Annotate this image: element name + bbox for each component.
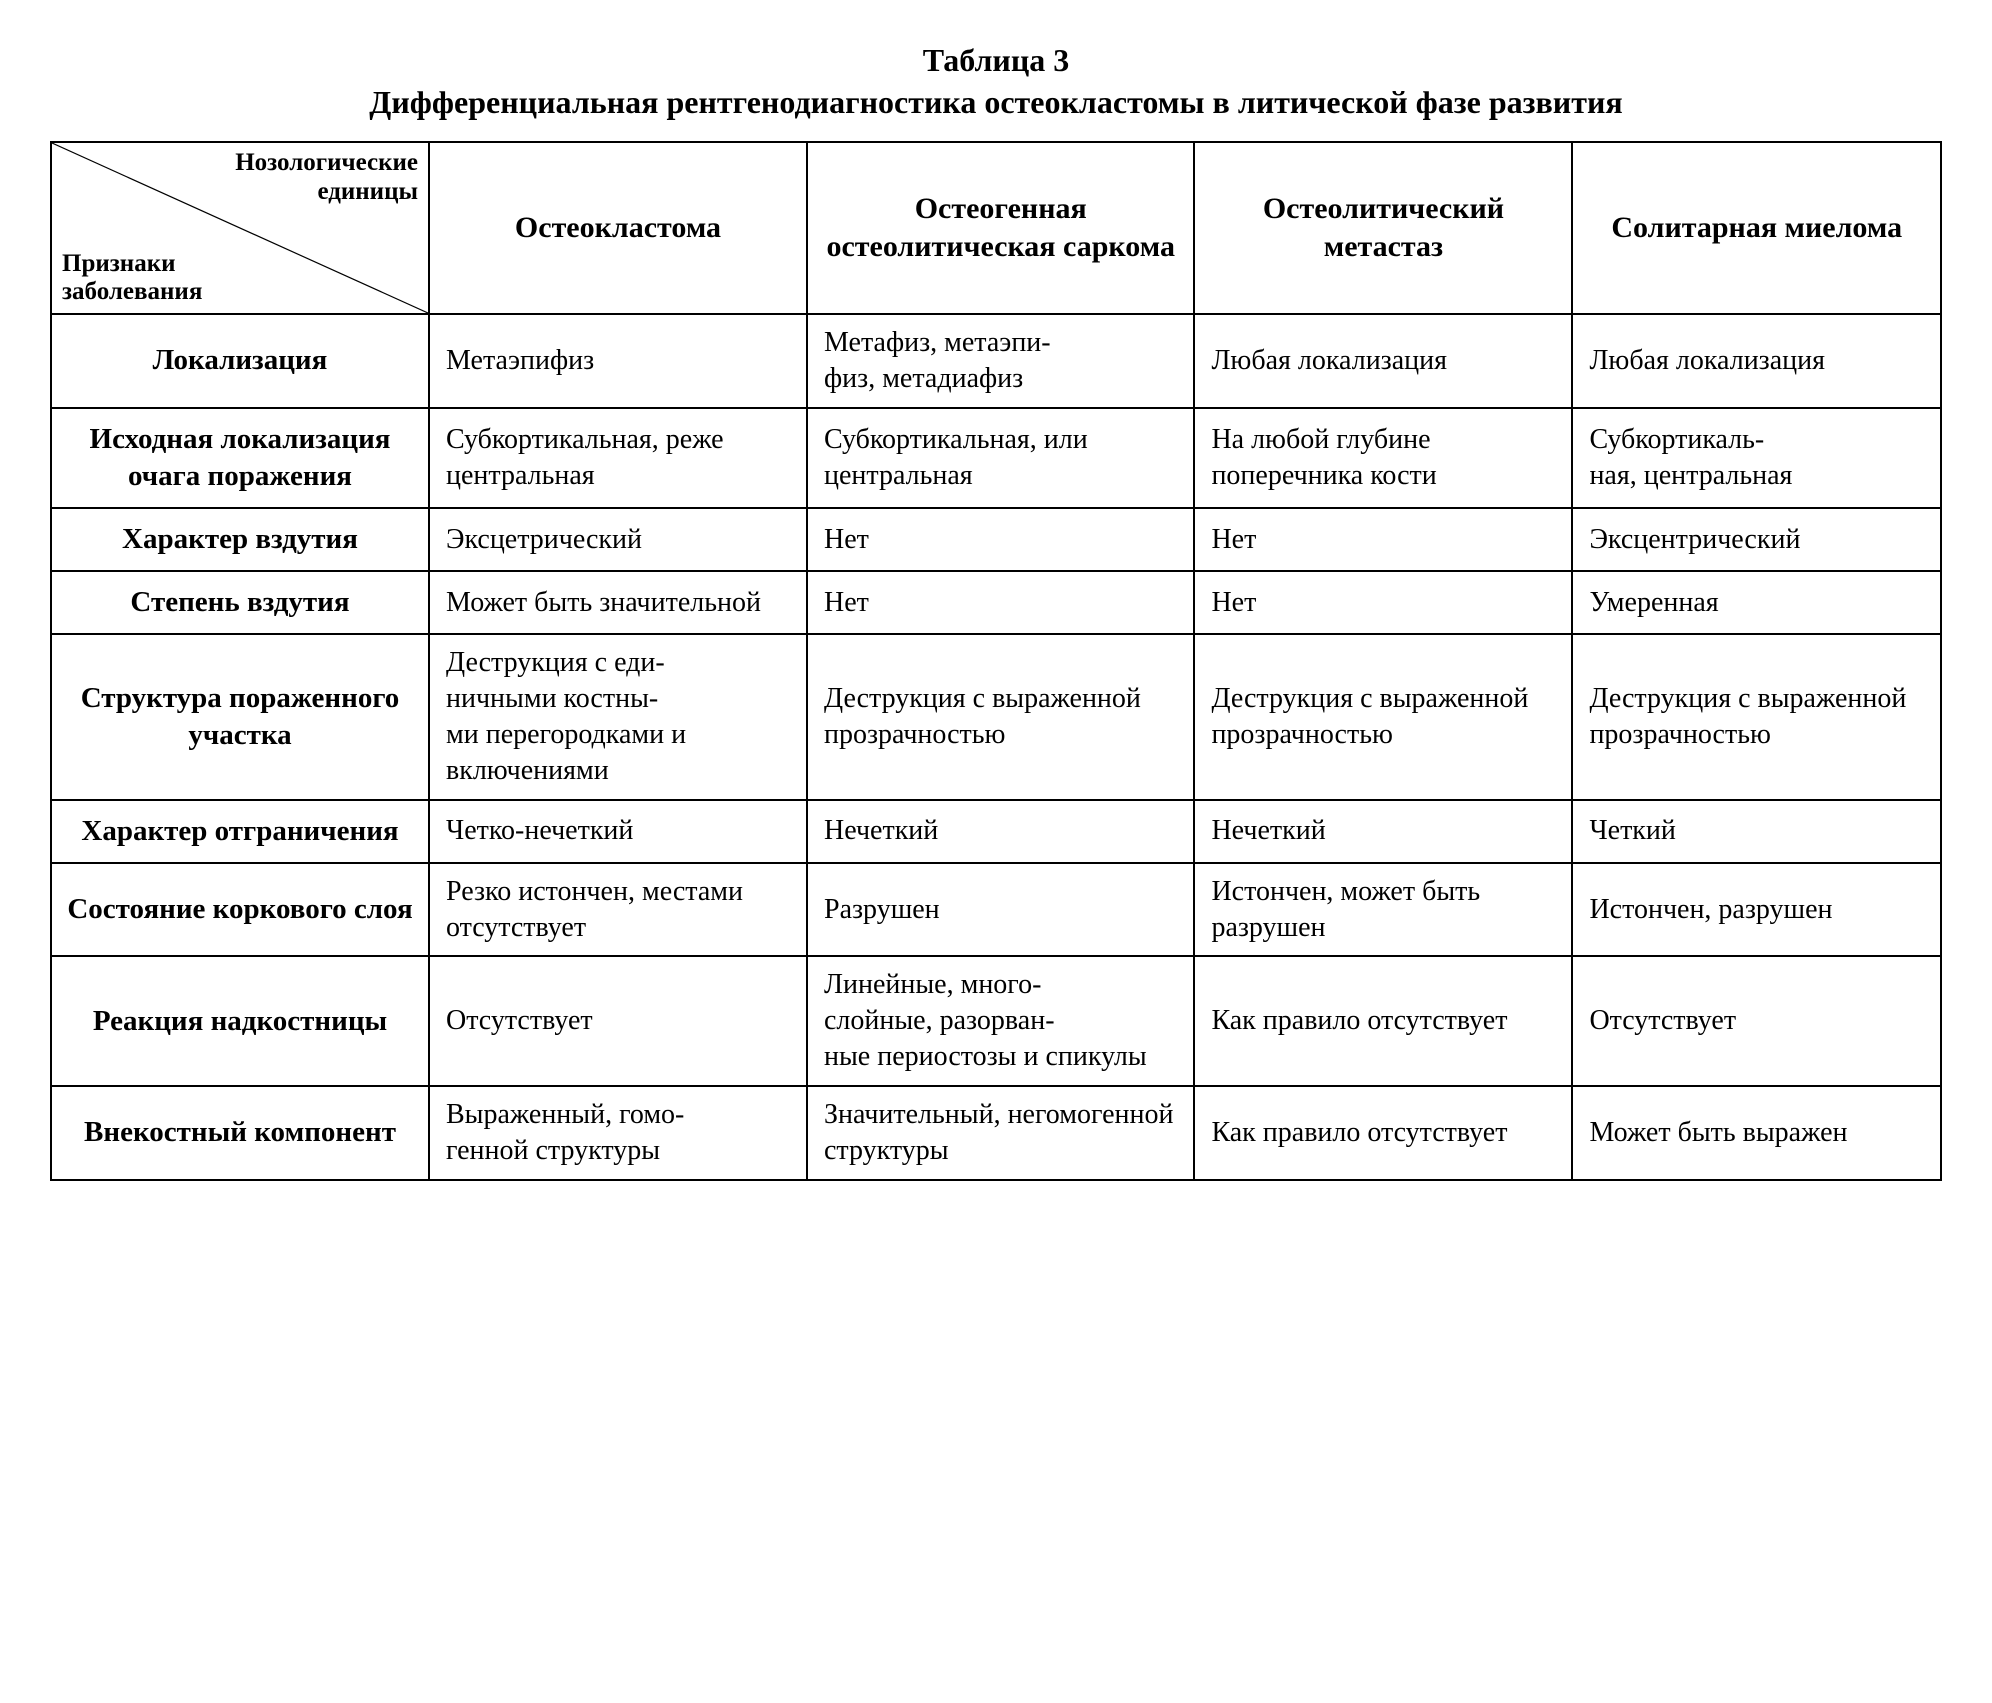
table-cell: Истончен, может быть разрушен	[1194, 863, 1572, 957]
row-header: Реакция надкостницы	[51, 956, 429, 1085]
table-number: Таблица 3	[50, 40, 1942, 82]
table-cell: Отсутствует	[1572, 956, 1941, 1085]
column-header: Остеогенная остеолитическая саркома	[807, 142, 1194, 314]
row-header: Внекостный компонент	[51, 1086, 429, 1180]
table-cell: Четкий	[1572, 800, 1941, 863]
table-caption: Дифференциальная рентгенодиагностика ост…	[50, 82, 1942, 124]
table-cell: Резко истончен, местами отсутствует	[429, 863, 807, 957]
table-cell: Эксцетрический	[429, 508, 807, 571]
diagonal-header: Нозологическиеединицы Признакизаболевани…	[51, 142, 429, 314]
table-cell: Нечеткий	[1194, 800, 1572, 863]
table-cell: Субкортикаль-ная, центральная	[1572, 408, 1941, 508]
table-cell: Нет	[1194, 571, 1572, 634]
diag-header-bottom: Признакизаболевания	[62, 250, 202, 308]
table-cell: Деструкция с выраженной прозрачностью	[1572, 634, 1941, 799]
table-cell: Как правило отсутствует	[1194, 1086, 1572, 1180]
table-cell: Метаэпифиз	[429, 314, 807, 408]
table-row: Исходная локализация очага пораженияСубк…	[51, 408, 1941, 508]
row-header: Структура пораженного участка	[51, 634, 429, 799]
row-header: Исходная локализация очага поражения	[51, 408, 429, 508]
table-row: Характер отграниченияЧетко-нечеткийНечет…	[51, 800, 1941, 863]
table-row: Реакция надкостницыОтсутствуетЛинейные, …	[51, 956, 1941, 1085]
diagnostic-table: Нозологическиеединицы Признакизаболевани…	[50, 141, 1942, 1180]
row-header: Локализация	[51, 314, 429, 408]
table-row: ЛокализацияМетаэпифизМетафиз, метаэпи-фи…	[51, 314, 1941, 408]
table-cell: Деструкция с еди-ничными костны-ми перег…	[429, 634, 807, 799]
table-cell: Деструкция с выраженной прозрачностью	[807, 634, 1194, 799]
table-row: Состояние коркового слояРезко истончен, …	[51, 863, 1941, 957]
table-row: Степень вздутияМожет быть значительнойНе…	[51, 571, 1941, 634]
column-header: Солитарная миелома	[1572, 142, 1941, 314]
diag-header-top: Нозологическиеединицы	[235, 149, 418, 207]
table-cell: Нет	[807, 508, 1194, 571]
table-cell: Может быть значительной	[429, 571, 807, 634]
row-header: Состояние коркового слоя	[51, 863, 429, 957]
table-cell: Любая локализация	[1572, 314, 1941, 408]
table-cell: Может быть выражен	[1572, 1086, 1941, 1180]
column-header: Остеокластома	[429, 142, 807, 314]
table-cell: Как правило отсутствует	[1194, 956, 1572, 1085]
row-header: Характер вздутия	[51, 508, 429, 571]
table-cell: Выраженный, гомо-генной структуры	[429, 1086, 807, 1180]
table-cell: Нет	[1194, 508, 1572, 571]
table-cell: Линейные, много-слойные, разорван-ные пе…	[807, 956, 1194, 1085]
table-body: ЛокализацияМетаэпифизМетафиз, метаэпи-фи…	[51, 314, 1941, 1179]
table-row: Внекостный компонентВыраженный, гомо-ген…	[51, 1086, 1941, 1180]
row-header: Характер отграничения	[51, 800, 429, 863]
table-cell: Эксцентрический	[1572, 508, 1941, 571]
table-cell: Любая локализация	[1194, 314, 1572, 408]
table-cell: Разрушен	[807, 863, 1194, 957]
table-row: Характер вздутияЭксцетрическийНетНетЭксц…	[51, 508, 1941, 571]
table-cell: Метафиз, метаэпи-физ, метадиафиз	[807, 314, 1194, 408]
table-cell: Четко-нечеткий	[429, 800, 807, 863]
table-cell: Субкортикальная, реже центральная	[429, 408, 807, 508]
table-title-block: Таблица 3 Дифференциальная рентгенодиагн…	[50, 40, 1942, 123]
table-cell: На любой глубине поперечника кости	[1194, 408, 1572, 508]
table-header-row: Нозологическиеединицы Признакизаболевани…	[51, 142, 1941, 314]
table-cell: Нечеткий	[807, 800, 1194, 863]
table-cell: Умеренная	[1572, 571, 1941, 634]
table-cell: Субкортикальная, или центральная	[807, 408, 1194, 508]
table-cell: Деструкция с выраженной прозрачностью	[1194, 634, 1572, 799]
table-cell: Нет	[807, 571, 1194, 634]
table-cell: Истончен, разрушен	[1572, 863, 1941, 957]
table-row: Структура пораженного участкаДеструкция …	[51, 634, 1941, 799]
table-cell: Значительный, негомогенной структуры	[807, 1086, 1194, 1180]
column-header: Остеолитический метастаз	[1194, 142, 1572, 314]
table-cell: Отсутствует	[429, 956, 807, 1085]
row-header: Степень вздутия	[51, 571, 429, 634]
